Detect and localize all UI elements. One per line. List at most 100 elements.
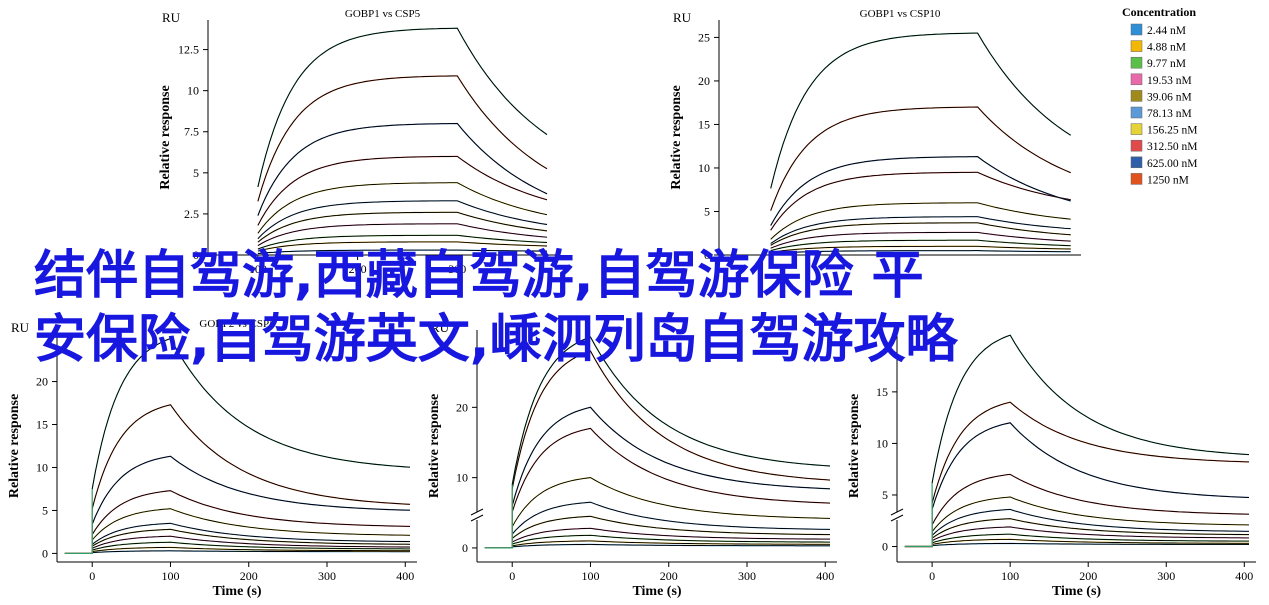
legend-item: 2.44 nM — [1130, 23, 1186, 37]
response-curve — [484, 427, 831, 549]
fit-curve — [512, 527, 830, 543]
fit-curve — [770, 156, 1071, 226]
fit-curve — [257, 200, 548, 240]
fit-curve — [931, 496, 1250, 532]
fit-curve — [770, 245, 1071, 253]
x-tick-label: 300 — [1157, 569, 1175, 583]
y-tick-label: 20 — [456, 400, 468, 414]
fit-curve — [257, 211, 548, 243]
y-tick-label: 5 — [704, 204, 710, 218]
legend-label: 2.44 nM — [1147, 25, 1186, 37]
axis-break-mark — [890, 508, 904, 516]
x-tick-label: 400 — [1235, 569, 1253, 583]
fit-curve — [257, 241, 548, 252]
panel-title: GOBP1 vs CSP5 — [345, 8, 421, 20]
y-tick-label: 0 — [882, 540, 888, 554]
fit-curve — [257, 223, 548, 246]
response-curve — [770, 202, 1071, 240]
legend-label: 312.50 nM — [1147, 141, 1197, 153]
legend-swatch — [1130, 123, 1143, 135]
legend-label: 1250 nM — [1147, 174, 1189, 186]
y-tick-label: 25 — [698, 30, 710, 44]
legend-background — [1112, 3, 1218, 189]
fit-curve — [770, 202, 1071, 240]
x-tick-label: 300 — [738, 569, 756, 583]
legend-label: 625.00 nM — [1147, 158, 1197, 170]
x-tick-label: 200 — [349, 262, 367, 276]
fit-curve — [92, 535, 410, 549]
fit-curve — [92, 550, 410, 554]
legend-item: 312.50 nM — [1130, 139, 1197, 153]
y-tick-label: 5 — [882, 488, 888, 502]
response-curve — [484, 350, 831, 549]
fit-curve — [91, 404, 411, 509]
legend-item: 156.25 nM — [1130, 123, 1197, 137]
legend-label: 9.77 nM — [1147, 58, 1186, 70]
fit-curve — [931, 334, 1250, 484]
panel-title: GOBP2 vs CSP5 — [199, 318, 275, 330]
unit-label: RU — [431, 320, 450, 335]
x-tick-label: 300 — [318, 569, 336, 583]
fit-curve — [931, 473, 1250, 526]
y-tick-label: 10 — [876, 436, 888, 450]
fit-curve — [91, 522, 411, 545]
fit-curve — [512, 543, 830, 548]
fit-curve — [931, 401, 1250, 504]
fit-curve — [511, 515, 830, 539]
unit-label: RU — [673, 10, 692, 25]
fit-curve — [770, 231, 1071, 249]
fit-curve — [931, 508, 1249, 536]
x-tick-label: 200 — [660, 569, 678, 583]
axis-break-mark — [470, 514, 484, 522]
fit-curve — [770, 216, 1071, 244]
fit-curve — [91, 338, 411, 490]
fit-curve — [770, 250, 1071, 255]
legend-label: 78.13 nM — [1147, 108, 1192, 120]
sensorgram-panel: 0 5 10 15 20 25 GOBP1 vs CSP10 RU Relative respo… — [669, 8, 1081, 262]
legend-title: Concentration — [1122, 5, 1196, 19]
y-axis-label: Relative response — [669, 85, 684, 189]
legend-swatch — [1130, 23, 1143, 36]
fit-curve — [931, 518, 1249, 539]
y-tick-label: 7.5 — [184, 125, 199, 139]
legend-label: 19.53 nM — [1147, 75, 1192, 87]
y-tick-label: 20 — [698, 74, 710, 88]
fit-curve — [91, 490, 411, 535]
panel-title: GOBP1 vs CSP10 — [860, 8, 941, 20]
y-tick-label: 10 — [36, 460, 48, 474]
y-tick-label: 10 — [187, 84, 199, 98]
legend-item: 625.00 nM — [1130, 156, 1197, 170]
axis-break-mark — [890, 514, 904, 522]
fit-curve — [932, 538, 1249, 545]
x-tick-label: 100 — [581, 569, 599, 583]
axis-break-mark — [470, 508, 484, 516]
unit-label: RU — [162, 10, 181, 25]
response-curve — [484, 476, 831, 549]
response-curve — [257, 75, 548, 202]
legend-item: 4.88 nM — [1130, 40, 1186, 54]
x-tick-label: 0 — [509, 569, 515, 583]
x-tick-label: 200 — [240, 569, 258, 583]
y-tick-label: 15 — [36, 418, 48, 432]
response-curve — [770, 106, 1071, 211]
y-tick-label: 2.5 — [184, 207, 199, 221]
legend-swatch — [1130, 73, 1143, 86]
fit-curve — [931, 533, 1249, 544]
fit-curve — [511, 406, 831, 506]
legend-swatch — [1130, 56, 1143, 69]
fit-curve — [92, 541, 410, 551]
response-curve — [257, 27, 548, 188]
legend-swatch — [1130, 173, 1143, 185]
response-curve — [770, 222, 1071, 246]
fit-curve — [257, 249, 547, 254]
x-tick-label: 0 — [89, 569, 95, 583]
response-curve — [484, 406, 831, 549]
concentration-legend: Concentration 2.44 nM 4.88 nM 9.77 nM 19.53… — [1112, 3, 1218, 189]
fit-curve — [770, 222, 1071, 246]
y-tick-label: 20 — [36, 375, 48, 389]
fit-curve — [257, 155, 548, 226]
fit-curve — [511, 427, 831, 513]
y-tick-label: 15 — [876, 385, 888, 399]
x-tick-label: 100 — [249, 262, 267, 276]
